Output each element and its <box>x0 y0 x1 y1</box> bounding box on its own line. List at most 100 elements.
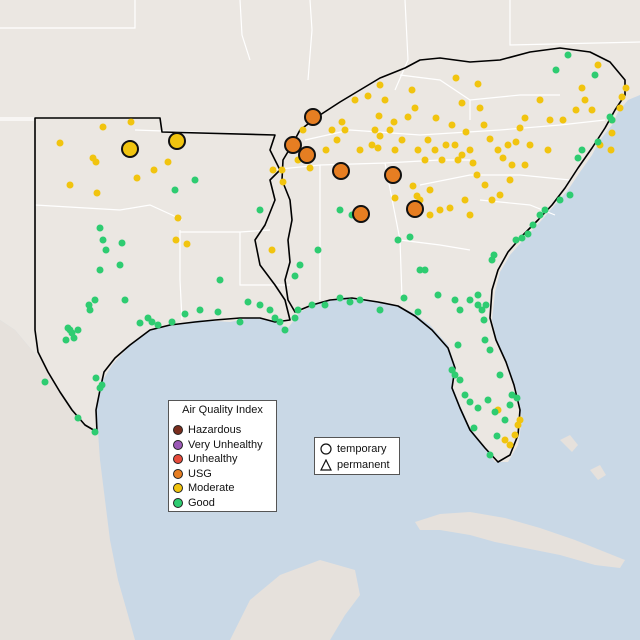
monitoring-site-marker <box>74 414 82 422</box>
monitoring-site-marker <box>214 308 222 316</box>
monitoring-site-marker <box>328 126 336 134</box>
monitoring-site-marker <box>448 121 456 129</box>
monitoring-site-marker <box>244 298 252 306</box>
monitoring-site-marker <box>118 239 126 247</box>
monitoring-site-marker <box>41 378 49 386</box>
shape-legend-label: temporary <box>337 443 387 455</box>
monitoring-site-marker <box>281 326 289 334</box>
monitoring-site-marker <box>486 346 494 354</box>
monitoring-site-marker <box>99 123 107 131</box>
monitoring-site-marker <box>70 334 78 342</box>
monitoring-site-marker <box>451 141 459 149</box>
monitoring-site-marker <box>236 318 244 326</box>
monitoring-site-marker <box>424 136 432 144</box>
monitoring-site-marker <box>481 181 489 189</box>
monitoring-site-marker <box>462 128 470 136</box>
monitoring-site-marker <box>341 126 349 134</box>
monitoring-site-marker <box>446 204 454 212</box>
monitoring-site-marker <box>127 118 135 126</box>
monitoring-site-marker <box>269 166 277 174</box>
monitoring-site-marker <box>490 251 498 259</box>
monitoring-site-marker <box>168 318 176 326</box>
monitoring-site-marker <box>296 261 304 269</box>
monitoring-site-marker <box>454 156 462 164</box>
monitoring-site-marker <box>136 319 144 327</box>
monitoring-site-marker <box>368 141 376 149</box>
monitoring-site-marker <box>96 224 104 232</box>
monitoring-site-marker <box>96 266 104 274</box>
monitoring-site-marker <box>552 66 560 74</box>
legend-swatch <box>173 497 183 508</box>
mexico-landmass <box>0 320 135 640</box>
cuba <box>415 512 625 568</box>
monitoring-site-marker <box>466 398 474 406</box>
monitoring-site-marker <box>66 181 74 189</box>
monitoring-site-marker <box>526 141 534 149</box>
monitoring-site-marker <box>461 196 469 204</box>
monitoring-site-marker <box>421 266 429 274</box>
legend-item-hazardous: Hazardous <box>173 423 241 437</box>
temporary-site-marker <box>298 146 316 164</box>
monitoring-site-marker <box>512 236 520 244</box>
monitoring-site-marker <box>390 118 398 126</box>
monitoring-site-marker <box>333 136 341 144</box>
monitoring-site-marker <box>174 214 182 222</box>
monitoring-site-marker <box>506 176 514 184</box>
monitoring-site-marker <box>524 230 532 238</box>
legend-label: Hazardous <box>188 424 242 436</box>
shape-legend-row-temporary: temporary <box>320 442 387 456</box>
monitoring-site-marker <box>484 396 492 404</box>
monitoring-site-marker <box>521 114 529 122</box>
monitoring-site-marker <box>482 301 490 309</box>
monitoring-site-marker <box>404 113 412 121</box>
monitoring-site-marker <box>121 296 129 304</box>
legend-swatch <box>173 468 183 479</box>
monitoring-site-marker <box>481 336 489 344</box>
monitoring-site-marker <box>256 206 264 214</box>
aqi-legend: Air Quality Index Hazardous Very Unhealth… <box>168 400 277 512</box>
monitoring-site-marker <box>411 104 419 112</box>
circle-icon <box>320 443 332 455</box>
monitoring-site-marker <box>426 211 434 219</box>
monitoring-site-marker <box>314 246 322 254</box>
monitoring-site-marker <box>91 296 99 304</box>
temporary-site-marker <box>284 136 302 154</box>
monitoring-site-marker <box>476 104 484 112</box>
monitoring-site-marker <box>511 431 519 439</box>
monitoring-site-marker <box>268 246 276 254</box>
monitoring-site-marker <box>456 306 464 314</box>
monitoring-site-marker <box>480 121 488 129</box>
monitoring-site-marker <box>508 161 516 169</box>
temporary-site-marker <box>121 140 139 158</box>
monitoring-site-marker <box>338 118 346 126</box>
monitoring-site-marker <box>183 240 191 248</box>
monitoring-site-marker <box>271 314 279 322</box>
monitoring-site-marker <box>556 196 564 204</box>
monitoring-site-marker <box>466 146 474 154</box>
triangle-icon <box>320 459 332 471</box>
monitoring-site-marker <box>92 158 100 166</box>
legend-label: Very Unhealthy <box>188 438 263 451</box>
monitoring-site-marker <box>559 116 567 124</box>
monitoring-site-marker <box>566 191 574 199</box>
monitoring-site-marker <box>491 408 499 416</box>
legend-swatch <box>173 483 183 493</box>
monitoring-site-marker <box>434 291 442 299</box>
monitoring-site-marker <box>351 96 359 104</box>
monitoring-site-marker <box>432 114 440 122</box>
monitoring-site-marker <box>622 84 630 92</box>
legend-label: USG <box>188 467 212 480</box>
monitoring-site-marker <box>436 206 444 214</box>
legend-label: Unhealthy <box>188 453 238 465</box>
monitoring-site-marker <box>164 158 172 166</box>
monitoring-site-marker <box>458 151 466 159</box>
temporary-site-marker <box>304 108 322 126</box>
monitoring-site-marker <box>546 116 554 124</box>
monitoring-site-marker <box>478 306 486 314</box>
monitoring-site-marker <box>588 106 596 114</box>
monitoring-site-marker <box>474 301 482 309</box>
monitoring-site-marker <box>376 81 384 89</box>
monitoring-site-marker <box>578 146 586 154</box>
monitoring-site-marker <box>521 161 529 169</box>
monitoring-site-marker <box>470 424 478 432</box>
